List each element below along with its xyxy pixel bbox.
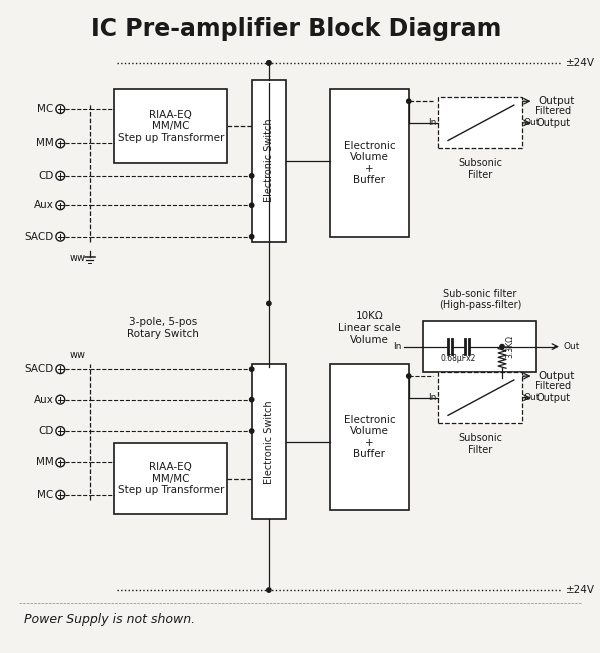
Text: In: In xyxy=(394,342,402,351)
Text: In: In xyxy=(428,118,436,127)
Text: Filtered
Output: Filtered Output xyxy=(535,381,572,403)
Circle shape xyxy=(500,345,504,349)
Bar xyxy=(330,89,409,236)
Bar xyxy=(438,372,521,423)
Bar xyxy=(114,89,227,163)
Circle shape xyxy=(407,99,411,103)
Circle shape xyxy=(250,429,254,433)
Text: CD: CD xyxy=(38,171,53,181)
Text: Electronic
Volume
+
Buffer: Electronic Volume + Buffer xyxy=(344,415,395,459)
Circle shape xyxy=(56,232,65,241)
Text: Aux: Aux xyxy=(34,200,53,210)
Circle shape xyxy=(56,458,65,467)
Text: In: In xyxy=(428,393,436,402)
Circle shape xyxy=(267,588,271,592)
Circle shape xyxy=(56,171,65,180)
Text: Filtered
Output: Filtered Output xyxy=(535,106,572,128)
Text: MM: MM xyxy=(35,458,53,468)
Circle shape xyxy=(250,203,254,208)
Text: RIAA-EQ
MM/MC
Step up Transformer: RIAA-EQ MM/MC Step up Transformer xyxy=(118,462,224,495)
Text: Out: Out xyxy=(564,342,580,351)
Text: ww: ww xyxy=(70,351,86,360)
Circle shape xyxy=(267,301,271,306)
Text: ±24V: ±24V xyxy=(566,585,595,595)
Text: Output: Output xyxy=(538,96,575,106)
Bar xyxy=(252,80,286,242)
Circle shape xyxy=(56,490,65,500)
Circle shape xyxy=(250,234,254,239)
Bar xyxy=(424,321,536,372)
Circle shape xyxy=(267,61,271,65)
Circle shape xyxy=(56,426,65,436)
Text: ±24V: ±24V xyxy=(566,58,595,68)
Text: MC: MC xyxy=(37,104,53,114)
Text: SACD: SACD xyxy=(24,232,53,242)
Text: Aux: Aux xyxy=(34,394,53,405)
Circle shape xyxy=(407,374,411,378)
Text: 3-pole, 5-pos
Rotary Switch: 3-pole, 5-pos Rotary Switch xyxy=(127,317,199,339)
Text: 3.3KΩ: 3.3KΩ xyxy=(505,335,514,358)
Circle shape xyxy=(267,61,271,65)
Circle shape xyxy=(56,201,65,210)
Bar xyxy=(330,364,409,509)
Circle shape xyxy=(56,395,65,404)
Text: Subsonic
Filter: Subsonic Filter xyxy=(458,433,502,454)
Text: Subsonic
Filter: Subsonic Filter xyxy=(458,158,502,180)
Text: Electronic
Volume
+
Buffer: Electronic Volume + Buffer xyxy=(344,140,395,185)
Text: 10KΩ
Linear scale
Volume: 10KΩ Linear scale Volume xyxy=(338,311,401,345)
Text: MM: MM xyxy=(35,138,53,148)
Bar xyxy=(438,97,521,148)
Text: Output: Output xyxy=(538,371,575,381)
Circle shape xyxy=(250,398,254,402)
Text: RIAA-EQ
MM/MC
Step up Transformer: RIAA-EQ MM/MC Step up Transformer xyxy=(118,110,224,143)
Text: Electronic Switch: Electronic Switch xyxy=(264,400,274,484)
Text: MC: MC xyxy=(37,490,53,500)
Circle shape xyxy=(56,104,65,114)
Text: IC Pre-amplifier Block Diagram: IC Pre-amplifier Block Diagram xyxy=(91,16,501,40)
Text: Sub-sonic filter
(High-pass-filter): Sub-sonic filter (High-pass-filter) xyxy=(439,289,521,310)
Circle shape xyxy=(56,365,65,374)
Text: 0.68μFx2: 0.68μFx2 xyxy=(440,354,476,363)
Text: CD: CD xyxy=(38,426,53,436)
Bar xyxy=(114,443,227,515)
Text: Out: Out xyxy=(524,118,540,127)
Bar xyxy=(252,364,286,519)
Text: ww: ww xyxy=(70,253,86,263)
Text: Out: Out xyxy=(524,393,540,402)
Text: Power Supply is not shown.: Power Supply is not shown. xyxy=(24,613,195,626)
Text: Electronic Switch: Electronic Switch xyxy=(264,119,274,202)
Circle shape xyxy=(56,139,65,148)
Circle shape xyxy=(250,174,254,178)
Circle shape xyxy=(250,367,254,372)
Text: SACD: SACD xyxy=(24,364,53,374)
